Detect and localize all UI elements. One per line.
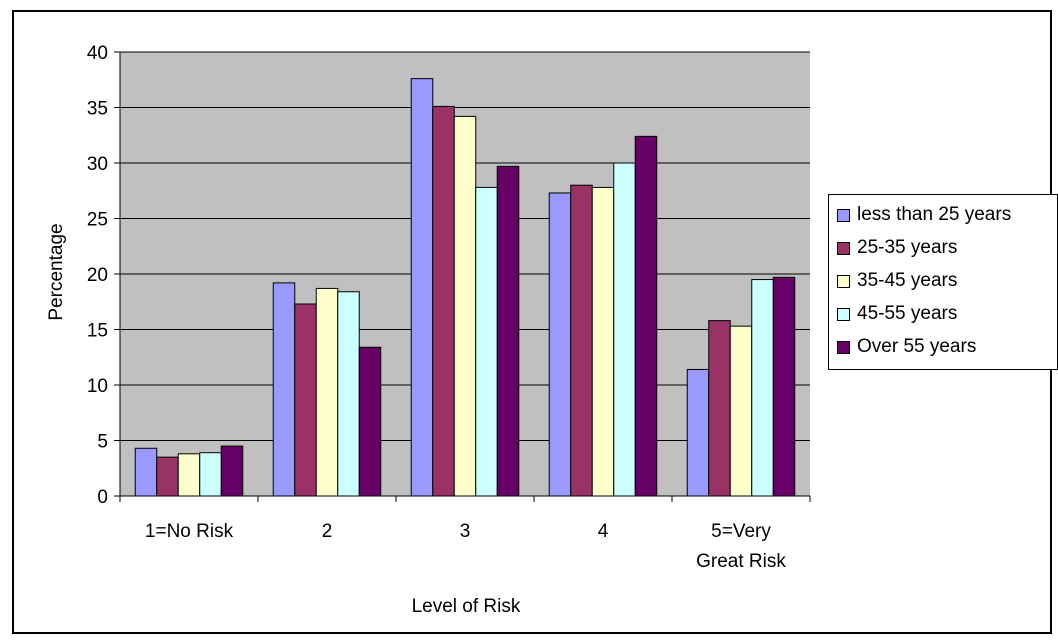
bar xyxy=(772,276,796,497)
y-tick-label: 25 xyxy=(87,210,108,231)
bar xyxy=(496,165,520,497)
y-axis-title: Percentage xyxy=(46,223,67,320)
x-tick-label: 1=No Risk xyxy=(145,521,234,542)
legend-label: 45-55 years xyxy=(857,303,958,324)
legend-item: less than 25 years xyxy=(837,203,1011,227)
legend-swatch xyxy=(837,241,850,255)
x-tick-label: 4 xyxy=(598,521,609,542)
bar xyxy=(432,105,455,497)
bar xyxy=(708,320,731,497)
y-tick-label: 5 xyxy=(97,432,108,453)
bar xyxy=(220,445,244,497)
legend-label: Over 55 years xyxy=(857,336,977,357)
bar xyxy=(475,186,498,497)
y-tick-label: 0 xyxy=(97,487,108,508)
bar xyxy=(134,447,158,497)
bar xyxy=(410,78,434,497)
x-tick-label: 3 xyxy=(460,521,471,542)
legend-label: 25-35 years xyxy=(857,237,958,258)
bar xyxy=(156,456,179,497)
bar xyxy=(570,184,593,497)
y-tick-label: 30 xyxy=(87,154,108,175)
legend-item: 35-45 years xyxy=(837,269,957,293)
legend-item: 45-55 years xyxy=(837,302,957,326)
bar xyxy=(315,287,339,497)
legend-label: 35-45 years xyxy=(857,270,958,291)
bar xyxy=(272,282,296,497)
bar xyxy=(294,303,317,497)
bar xyxy=(634,135,658,497)
legend-item: Over 55 years xyxy=(837,335,976,359)
x-axis-title: Level of Risk xyxy=(412,596,521,617)
legend-swatch xyxy=(837,307,850,321)
x-tick-label: 5=Very xyxy=(711,521,771,542)
bar xyxy=(548,192,572,497)
bar xyxy=(199,452,222,497)
legend-item: 25-35 years xyxy=(837,236,957,260)
legend-swatch xyxy=(837,274,850,288)
bar xyxy=(177,453,201,497)
legend-label: less than 25 years xyxy=(857,204,1012,225)
chart-legend: less than 25 years 25-35 years 35-45 yea… xyxy=(828,194,1058,370)
bar xyxy=(686,368,710,497)
bar xyxy=(613,162,636,497)
bar xyxy=(358,346,382,497)
y-tick-label: 10 xyxy=(87,376,108,397)
bar xyxy=(751,279,774,497)
x-tick-label: 2 xyxy=(322,521,333,542)
bar xyxy=(591,186,615,497)
y-tick-label: 35 xyxy=(87,99,108,120)
x-tick-label: Great Risk xyxy=(696,551,786,572)
y-tick-label: 15 xyxy=(87,321,108,342)
y-tick-label: 20 xyxy=(87,265,108,286)
legend-swatch xyxy=(837,340,850,354)
bar xyxy=(729,325,753,497)
legend-swatch xyxy=(837,208,850,222)
bar xyxy=(453,115,477,497)
y-tick-label: 40 xyxy=(87,43,108,64)
bar xyxy=(337,291,360,497)
